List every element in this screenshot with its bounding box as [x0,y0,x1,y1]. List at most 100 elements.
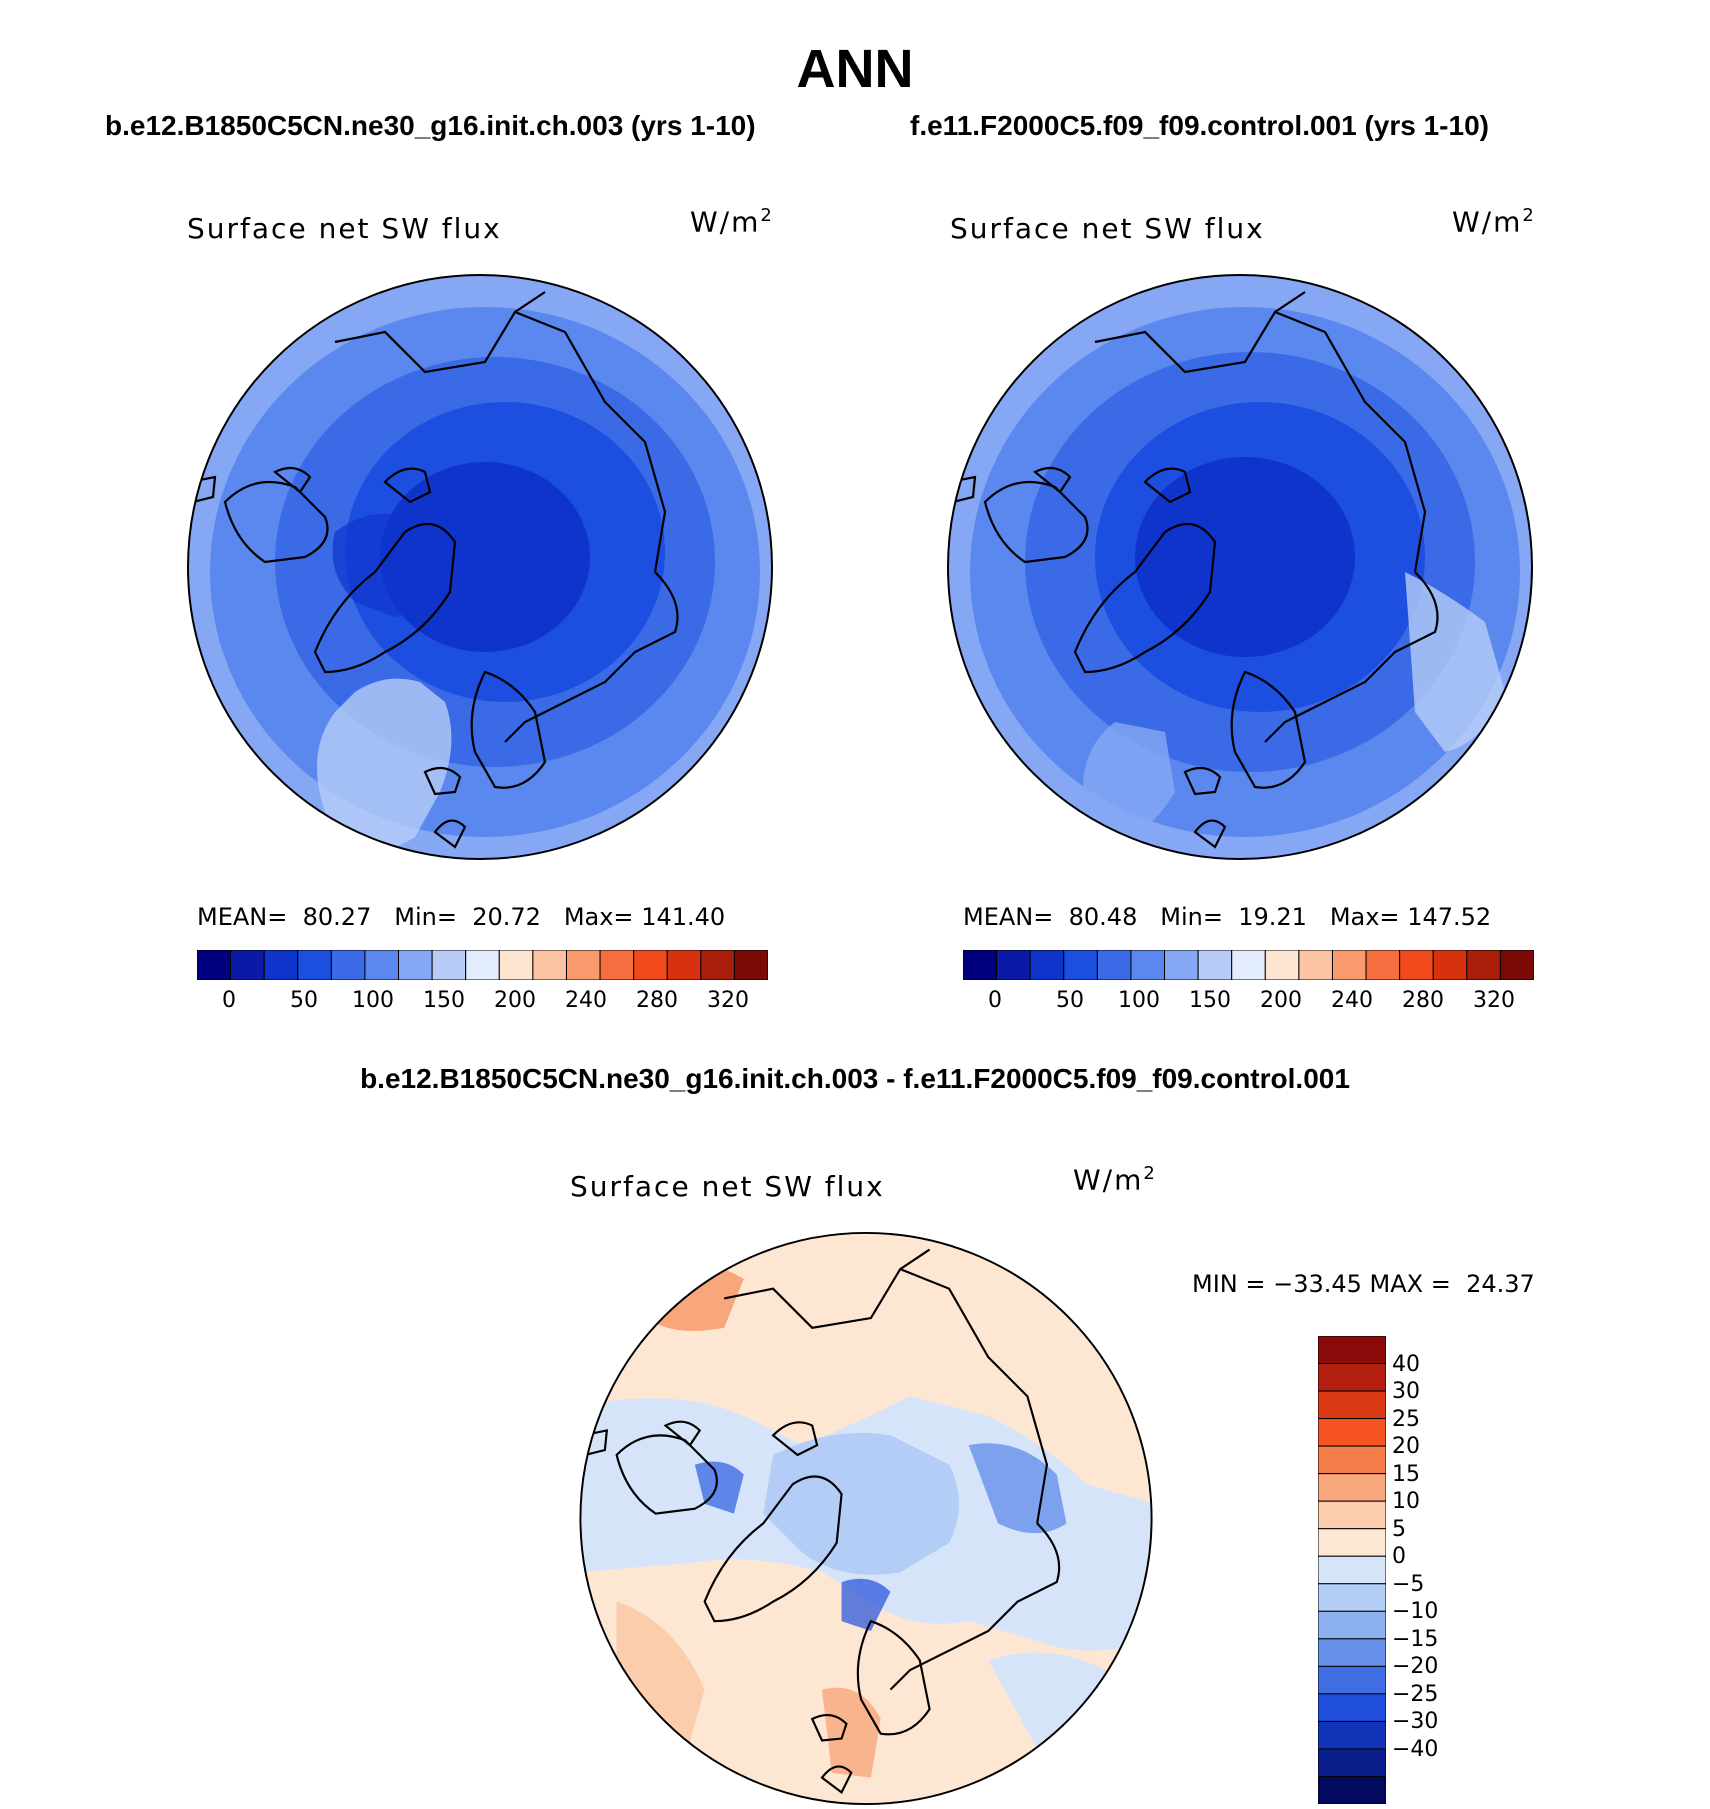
colorbar-1-tick: 150 [423,988,465,1013]
diff-colorbar-swatch [1317,1500,1387,1530]
colorbar-swatch [1096,949,1132,981]
colorbar-1-tick: 240 [565,988,607,1013]
colorbar-1-tick: 320 [707,988,749,1013]
map2-light-patch [1405,572,1505,752]
colorbar-swatch [1466,949,1501,981]
map3-central-negative [763,1432,959,1575]
diff-colorbar-swatch [1317,1693,1387,1722]
map3-positive-patch-3 [821,1687,881,1778]
case-title-right: f.e11.F2000C5.f09_f09.control.001 (yrs 1… [910,110,1489,141]
colorbar-1-ticks: 0 50 100 150 200 240 280 320 [197,988,768,1018]
diff-colorbar-label: 20 [1392,1434,1420,1460]
colorbar-swatch [1298,949,1333,981]
colorbar-swatch [1499,949,1535,981]
diff-colorbar-swatch [1317,1418,1387,1447]
map3-negative-patch [968,1443,1067,1534]
diff-colorbar-label: 0 [1392,1544,1406,1570]
diff-colorbar-swatch [1317,1473,1387,1502]
diff-colorbar-swatch [1317,1335,1387,1365]
diff-colorbar-swatch [1317,1528,1387,1557]
diff-colorbar-label: −25 [1392,1681,1439,1707]
colorbar-2-tick: 280 [1402,988,1444,1013]
colorbar-swatch [330,949,366,981]
colorbar-swatch [633,949,668,981]
colorbar-swatch [230,949,265,981]
map1-contour-40 [380,462,590,652]
colorbar-swatch [1365,949,1401,981]
map-panel-2 [947,274,1533,860]
colorbar-2-tick: 100 [1118,988,1160,1013]
colorbar-swatch [1063,949,1098,981]
diff-colorbar-swatch [1317,1638,1387,1667]
diff-colorbar-label: −20 [1392,1654,1439,1680]
case-title-left: b.e12.B1850C5CN.ne30_g16.init.ch.003 (yr… [105,110,756,141]
diff-colorbar-label: 5 [1392,1516,1406,1542]
colorbar-1-tick: 100 [352,988,394,1013]
diff-colorbar-label: −40 [1392,1736,1439,1762]
colorbar-2 [962,949,1535,981]
diff-colorbar-label: 25 [1392,1406,1420,1432]
colorbar-2-tick: 240 [1331,988,1373,1013]
diff-colorbar-label: 15 [1392,1461,1420,1487]
map3-negative-patch-3 [841,1578,891,1631]
map3-coastlines [581,1248,1061,1794]
map2-light-patch-2 [1083,722,1175,842]
colorbar-2-ticks: 0 50 100 150 200 240 280 320 [963,988,1534,1018]
diff-colorbar-swatch [1317,1445,1387,1475]
panel1-units-label: W/m2 [690,205,774,239]
panel1-stats: MEAN= 80.27 Min= 20.72 Max= 141.40 [197,903,726,931]
panel1-variable-label: Surface net SW flux [187,212,502,245]
diff-colorbar-swatch [1317,1610,1387,1640]
colorbar-2-tick: 150 [1189,988,1231,1013]
map-panel-1 [187,274,773,860]
colorbar-swatch [1432,949,1468,981]
colorbar-swatch [1399,949,1434,981]
colorbar-swatch [498,949,534,981]
colorbar-swatch [1197,949,1233,981]
diff-colorbar-label: 40 [1392,1351,1420,1377]
colorbar-swatch [1264,949,1300,981]
colorbar-swatch [1164,949,1199,981]
diff-colorbar-label: 10 [1392,1489,1420,1515]
colorbar-1-tick: 200 [494,988,536,1013]
colorbar-swatch [666,949,702,981]
map1-border [187,274,773,860]
diff-colorbar-swatch [1317,1390,1387,1420]
colorbar-swatch [599,949,635,981]
diff-colorbar-label: −10 [1392,1599,1439,1625]
colorbar-1-tick: 280 [636,988,678,1013]
diff-colorbar-swatch [1317,1665,1387,1695]
colorbar-swatch [962,949,998,981]
colorbar-2-tick: 50 [1056,988,1084,1013]
page-title: ANN [796,39,914,99]
colorbar-swatch [532,949,567,981]
map2-coastlines [948,291,1439,849]
diff-colorbar-label: 30 [1392,1379,1420,1405]
colorbar-swatch [700,949,735,981]
diff-colorbar-swatch [1317,1775,1387,1805]
colorbar-1-tick: 0 [222,988,236,1013]
colorbar-swatch [1331,949,1367,981]
colorbar-swatch [565,949,601,981]
panel2-units-label: W/m2 [1452,205,1536,239]
map1-light-patch [317,678,452,853]
diff-colorbar-swatch [1317,1363,1387,1392]
colorbar-swatch [196,949,232,981]
map2-contour-40 [1135,457,1355,657]
diff-colorbar [1317,1335,1387,1805]
panel3-variable-label: Surface net SW flux [570,1170,885,1203]
colorbar-swatch [733,949,769,981]
colorbar-2-tick: 200 [1260,988,1302,1013]
colorbar-1 [196,949,769,981]
panel2-stats: MEAN= 80.48 Min= 19.21 Max= 147.52 [963,903,1492,931]
colorbar-swatch [263,949,299,981]
colorbar-swatch [364,949,400,981]
map2-border [947,274,1533,860]
panel3-units-label: W/m2 [1073,1163,1157,1197]
panel2-variable-label: Surface net SW flux [950,212,1265,245]
colorbar-swatch [1231,949,1266,981]
diff-title: b.e12.B1850C5CN.ne30_g16.init.ch.003 - f… [360,1063,1350,1094]
colorbar-swatch [1029,949,1065,981]
colorbar-swatch [996,949,1031,981]
colorbar-2-tick: 0 [988,988,1002,1013]
